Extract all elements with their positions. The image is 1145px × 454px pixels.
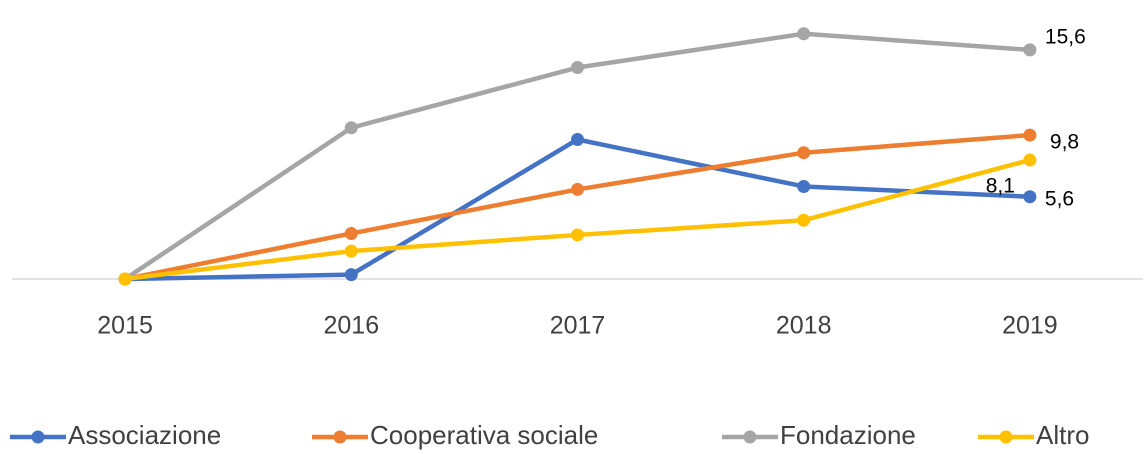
legend-label: Fondazione [780,420,916,450]
data-point [1023,43,1037,57]
legend-label: Associazione [68,420,221,450]
x-tick-label: 2017 [550,312,606,340]
data-label: 5,6 [1045,187,1074,210]
legend-label: Cooperativa sociale [370,420,598,450]
data-point [571,61,584,75]
x-tick-label: 2016 [323,312,379,340]
data-point [344,226,358,240]
data-point [797,146,811,160]
data-point [797,179,811,193]
legend-marker [31,430,45,444]
x-tick-label: 2019 [1002,312,1058,340]
legend-label: Altro [1036,420,1089,450]
data-label: 9,8 [1050,131,1079,154]
data-point [118,272,132,286]
data-point [571,182,584,196]
series-line [124,132,1031,282]
data-label: 15,6 [1045,25,1086,48]
data-point [1023,128,1037,142]
legend-marker [333,430,347,444]
data-point [797,213,811,227]
x-tick-label: 2015 [97,312,153,340]
data-point [344,268,358,282]
data-point [1023,153,1037,167]
data-point [571,132,584,146]
data-point [571,228,584,242]
data-point [1023,190,1037,204]
series-line [124,157,1031,282]
data-point [797,27,811,41]
series-line [125,137,1031,282]
legend-marker [743,430,757,444]
data-label: 8,1 [986,175,1015,198]
legend-marker [999,430,1013,444]
x-tick-label: 2018 [776,312,832,340]
data-point [344,121,358,135]
data-point [344,244,358,258]
